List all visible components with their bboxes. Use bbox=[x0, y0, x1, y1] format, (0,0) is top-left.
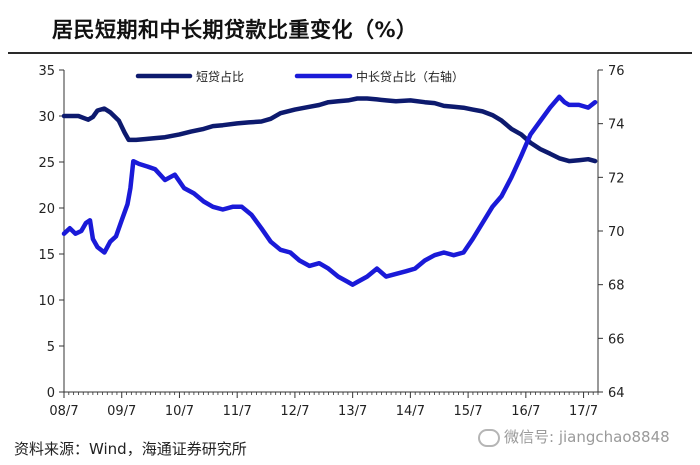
left-axis-tick-label: 0 bbox=[47, 386, 55, 401]
title-divider bbox=[8, 52, 692, 54]
x-axis-tick-label: 12/7 bbox=[280, 404, 309, 419]
series-line-mid-long-term bbox=[61, 94, 598, 287]
x-axis-tick-label: 09/7 bbox=[107, 404, 136, 419]
watermark: 微信号: jiangchao8848 bbox=[478, 426, 670, 447]
legend: 短贷占比 中长贷占比（右轴） bbox=[135, 69, 464, 84]
legend-item-mid-long-term-label: 中长贷占比（右轴） bbox=[356, 69, 464, 84]
line-chart: 0 5 10 15 20 25 30 35 64 66 68 70 72 74 76 08/7 09/7 10/7… bbox=[38, 64, 624, 419]
left-axis-tick-label: 35 bbox=[38, 64, 55, 79]
x-axis-tick-label: 13/7 bbox=[338, 404, 367, 419]
x-axis-tick-label: 14/7 bbox=[396, 404, 425, 419]
x-axis-tick-label: 08/7 bbox=[49, 404, 78, 419]
legend-item-short-term-label: 短贷占比 bbox=[196, 69, 244, 84]
wechat-icon bbox=[478, 428, 500, 447]
series-layer bbox=[61, 94, 598, 287]
left-axis-tick-label: 25 bbox=[38, 156, 55, 171]
left-axis-tick-label: 20 bbox=[38, 202, 55, 217]
x-axis-tick-label: 17/7 bbox=[569, 404, 598, 419]
right-axis-tick-label: 70 bbox=[608, 225, 625, 240]
left-axis-tick-label: 10 bbox=[38, 294, 55, 309]
right-axis-tick-label: 66 bbox=[608, 332, 625, 347]
axes-layer: 0 5 10 15 20 25 30 35 64 66 68 70 72 74 76 08/7 09/7 10/7… bbox=[38, 64, 624, 419]
right-axis-tick-label: 68 bbox=[608, 279, 625, 294]
right-axis-tick-label: 74 bbox=[608, 118, 625, 133]
left-axis-tick-label: 5 bbox=[47, 340, 55, 355]
series-line-short-term bbox=[61, 96, 598, 164]
chart-title: 居民短期和中长期贷款比重变化（%） bbox=[52, 18, 418, 42]
x-axis-tick-label: 16/7 bbox=[511, 404, 540, 419]
right-axis-tick-label: 72 bbox=[608, 171, 625, 186]
x-axis-tick-label: 10/7 bbox=[165, 404, 194, 419]
watermark-text: 微信号: jiangchao8848 bbox=[504, 428, 670, 446]
right-axis-tick-label: 64 bbox=[608, 386, 625, 401]
source-note: 资料来源：Wind，海通证券研究所 bbox=[14, 440, 247, 458]
left-axis-tick-label: 15 bbox=[38, 248, 55, 263]
right-axis-tick-label: 76 bbox=[608, 64, 625, 79]
left-axis-tick-label: 30 bbox=[38, 110, 55, 125]
x-axis-tick-label: 11/7 bbox=[223, 404, 252, 419]
x-axis-tick-label: 15/7 bbox=[454, 404, 483, 419]
